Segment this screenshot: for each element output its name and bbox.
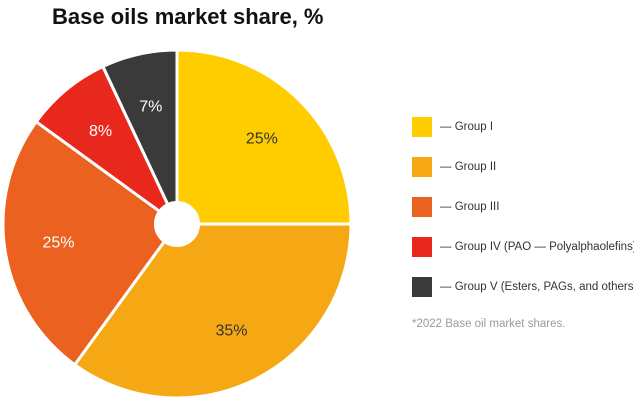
slice-value-label-4: 8% bbox=[89, 123, 112, 140]
pie-center-hole bbox=[154, 201, 200, 247]
pie-slice-5 bbox=[101, 48, 179, 226]
slice-value-label-1: 25% bbox=[246, 131, 278, 148]
legend-item-1: — Group I bbox=[412, 117, 634, 137]
legend-item-5: — Group V (Esters, PAGs, and others) bbox=[412, 277, 634, 297]
footnote: *2022 Base oil market shares. bbox=[412, 318, 566, 330]
pie-slice-1 bbox=[175, 48, 353, 226]
slice-value-label-2: 35% bbox=[215, 322, 247, 339]
legend: — Group I — Group II — Group III — Group IV… bbox=[412, 117, 634, 317]
legend-label: — Group I bbox=[440, 121, 494, 133]
pie-slice-2 bbox=[73, 222, 353, 400]
slice-value-label-5: 7% bbox=[139, 98, 162, 115]
legend-label: — Group III bbox=[440, 201, 500, 213]
legend-label: — Group V (Esters, PAGs, and others) bbox=[440, 281, 634, 293]
legend-swatch bbox=[412, 117, 432, 137]
legend-item-3: — Group III bbox=[412, 197, 634, 217]
slice-value-label-3: 25% bbox=[42, 234, 74, 251]
legend-swatch bbox=[412, 157, 432, 177]
legend-item-2: — Group II bbox=[412, 157, 634, 177]
legend-swatch bbox=[412, 237, 432, 257]
legend-label: — Group IV (PAO — Polyalphaolefins) bbox=[440, 241, 634, 253]
legend-swatch bbox=[412, 277, 432, 297]
legend-item-4: — Group IV (PAO — Polyalphaolefins) bbox=[412, 237, 634, 257]
legend-label: — Group II bbox=[440, 161, 497, 173]
chart-title: Base oils market share, % bbox=[52, 4, 324, 29]
pie-slice-3 bbox=[1, 120, 179, 367]
legend-swatch bbox=[412, 197, 432, 217]
